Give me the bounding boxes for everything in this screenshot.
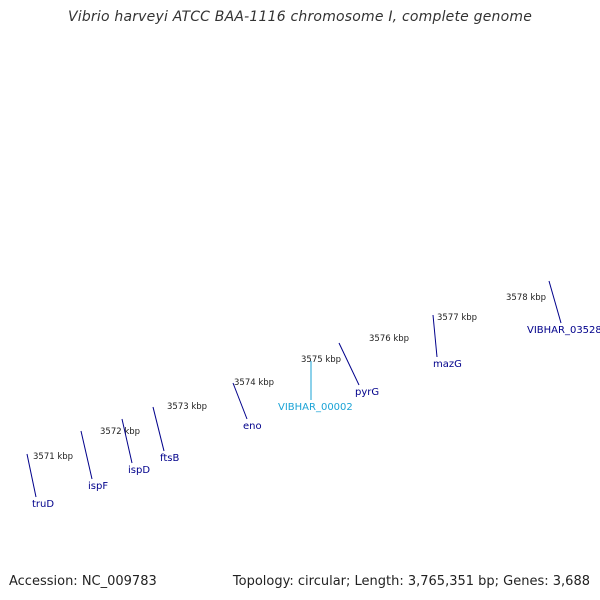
gene-leader-line — [121, 418, 133, 464]
accession-text: Accession: NC_009783 — [9, 574, 157, 589]
kbp-label: 3575 kbp — [301, 355, 341, 365]
gene-label-mazg: mazG — [433, 359, 462, 370]
gene-label-pyrg: pyrG — [355, 387, 379, 398]
gene-leader-line — [338, 342, 360, 386]
kbp-label: 3576 kbp — [369, 334, 409, 344]
gene-label-trud: truD — [32, 499, 54, 510]
gene-leader-line — [80, 430, 93, 480]
kbp-label: 3577 kbp — [437, 313, 477, 323]
kbp-label: 3572 kbp — [100, 427, 140, 437]
gene-leader-line — [232, 382, 248, 420]
kbp-label: 3574 kbp — [234, 378, 274, 388]
gene-leader-line — [152, 406, 165, 452]
gene-leader-line — [26, 453, 37, 498]
kbp-scale-labels: 3571 kbp 3572 kbp 3573 kbp 3574 kbp 3575 kbp… — [33, 293, 546, 462]
kbp-label: 3571 kbp — [33, 452, 73, 462]
gene-leader-line — [432, 314, 438, 358]
topology-text: Topology: circular; Length: 3,765,351 bp… — [232, 574, 590, 589]
map-title: Vibrio harveyi ATCC BAA-1116 chromosome … — [67, 9, 533, 25]
kbp-label: 3573 kbp — [167, 402, 207, 412]
gene-label-ftsb: ftsB — [160, 453, 179, 464]
gene-label-ispf: ispF — [88, 481, 108, 492]
kbp-label: 3578 kbp — [506, 293, 546, 303]
gene-label-vibhar_00002: VIBHAR_00002 — [278, 402, 353, 413]
gene-leader-line — [548, 280, 562, 324]
gene-label-eno: eno — [243, 421, 262, 432]
gene-label-vibhar_03528: VIBHAR_03528 — [527, 325, 600, 336]
gene-label-ispd: ispD — [128, 465, 150, 476]
